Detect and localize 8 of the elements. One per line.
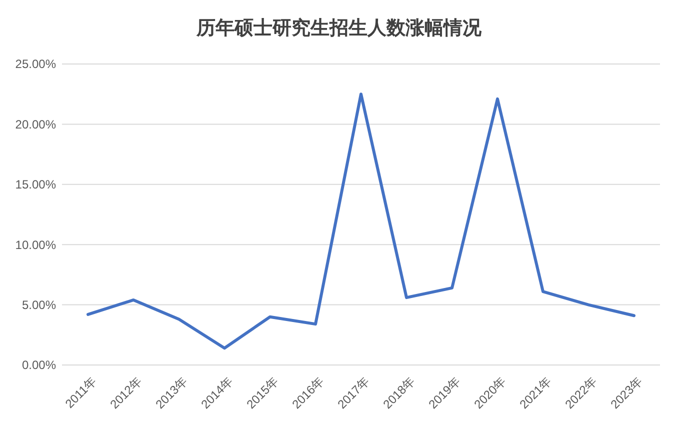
y-tick-label: 15.00% [15,178,56,192]
y-tick-label: 0.00% [22,358,56,372]
y-tick-label: 20.00% [15,117,56,132]
y-tick-label: 5.00% [22,298,56,312]
chart-title: 历年硕士研究生招生人数涨幅情况 [196,17,482,39]
line-series [86,92,636,350]
y-tick-label: 10.00% [15,238,56,252]
y-tick-label: 25.00% [15,57,56,72]
